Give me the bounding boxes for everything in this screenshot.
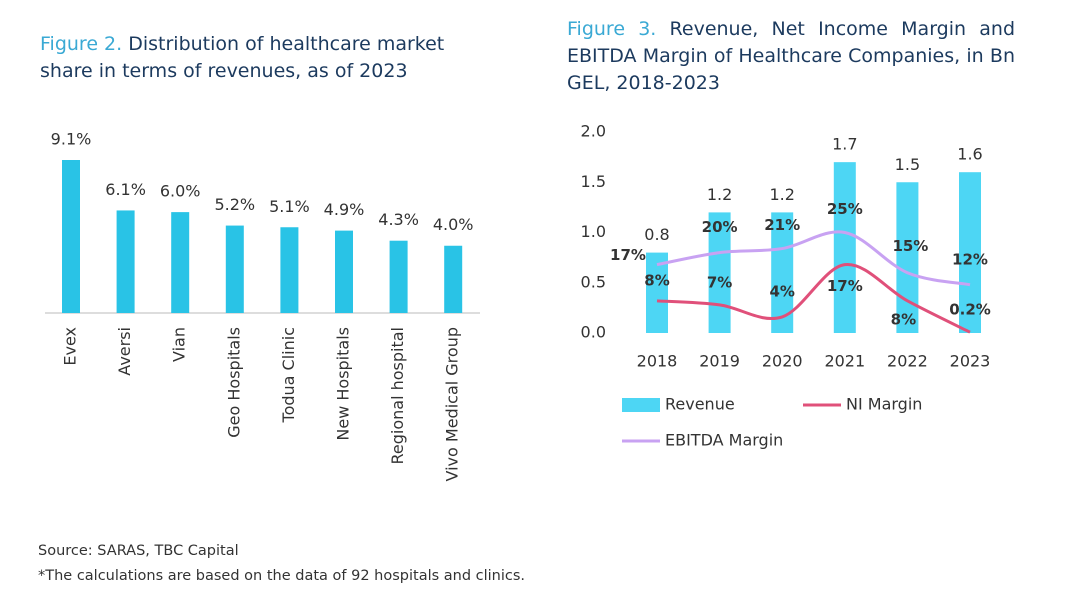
revenue-bar bbox=[771, 212, 794, 333]
revenue-bar bbox=[833, 162, 856, 333]
data-label: 21% bbox=[764, 216, 800, 234]
data-label: 9.1% bbox=[51, 130, 92, 149]
data-label: 0.2% bbox=[949, 301, 991, 319]
figure-label: Figure 2. bbox=[40, 33, 123, 55]
figure-title: Figure 3. Revenue, Net Income Margin and… bbox=[567, 16, 1015, 97]
source: Source: SARAS, TBC Capital bbox=[38, 543, 239, 559]
data-label: 20% bbox=[702, 218, 738, 236]
bar bbox=[335, 230, 353, 313]
x-tick-label: Geo Hospitals bbox=[224, 327, 243, 438]
y-tick-label: 0.0 bbox=[581, 323, 606, 342]
bar bbox=[171, 212, 190, 313]
x-tick-label: New Hospitals bbox=[334, 327, 353, 441]
data-label: 1.6 bbox=[957, 145, 982, 164]
note: *The calculations are based on the data … bbox=[38, 568, 526, 584]
x-tick-label: Regional hospital bbox=[388, 327, 407, 465]
data-label: 4.0% bbox=[433, 215, 474, 234]
legend-label: EBITDA Margin bbox=[665, 431, 783, 450]
data-label: 8% bbox=[644, 271, 669, 289]
revenue-bar bbox=[646, 252, 668, 333]
legend-swatch bbox=[622, 398, 660, 412]
data-label: 25% bbox=[827, 200, 863, 218]
legend-label: Revenue bbox=[665, 395, 735, 414]
x-tick-label: 2020 bbox=[762, 352, 803, 371]
bar bbox=[280, 227, 299, 313]
data-label: 5.2% bbox=[214, 195, 255, 214]
line bbox=[656, 263, 971, 334]
x-tick-label: 2023 bbox=[950, 352, 991, 371]
data-label: 6.0% bbox=[160, 182, 201, 201]
y-tick-label: 1.5 bbox=[581, 172, 606, 191]
x-tick-label: 2022 bbox=[887, 352, 928, 371]
x-tick-label: Evex bbox=[61, 327, 80, 366]
data-label: 17% bbox=[610, 246, 646, 264]
revenue-bar bbox=[896, 182, 919, 333]
data-label: 1.5 bbox=[895, 155, 920, 174]
bar bbox=[116, 210, 135, 313]
x-tick-label: Vian bbox=[170, 327, 189, 362]
x-tick-label: Aversi bbox=[115, 327, 134, 376]
figure-title: Figure 2. Distribution of healthcare mar… bbox=[40, 31, 460, 85]
y-tick-label: 2.0 bbox=[581, 122, 606, 141]
title-text: Revenue, Net Income Margin and EBITDA Ma… bbox=[567, 18, 1016, 94]
x-tick-label: 2018 bbox=[637, 352, 678, 371]
x-tick-label: 2021 bbox=[824, 352, 865, 371]
data-label: 7% bbox=[707, 273, 732, 291]
data-label: 17% bbox=[827, 277, 863, 295]
legend-label: NI Margin bbox=[846, 395, 922, 414]
title-text: Distribution of healthcare market share … bbox=[40, 33, 445, 82]
bar bbox=[225, 225, 244, 313]
y-tick-label: 1.0 bbox=[581, 222, 606, 241]
x-tick-label: 2019 bbox=[699, 352, 740, 371]
data-label: 4.3% bbox=[378, 210, 419, 229]
data-label: 15% bbox=[892, 237, 928, 255]
bar bbox=[62, 160, 80, 313]
revenue-bar bbox=[959, 172, 981, 333]
y-tick-label: 0.5 bbox=[581, 272, 606, 291]
bar bbox=[444, 245, 463, 313]
x-tick-label: Todua Clinic bbox=[279, 327, 298, 423]
line bbox=[656, 230, 971, 287]
data-label: 12% bbox=[952, 250, 988, 268]
figure-label: Figure 3. bbox=[567, 18, 657, 40]
data-label: 5.1% bbox=[269, 197, 310, 216]
data-label: 1.2 bbox=[707, 185, 732, 204]
data-label: 8% bbox=[891, 310, 916, 328]
data-label: 1.7 bbox=[832, 135, 857, 154]
data-label: 6.1% bbox=[105, 180, 146, 199]
data-label: 1.2 bbox=[769, 185, 794, 204]
data-label: 4% bbox=[769, 282, 794, 300]
data-label: 0.8 bbox=[644, 225, 669, 244]
x-tick-label: Vivo Medical Group bbox=[443, 327, 462, 481]
data-label: 4.9% bbox=[324, 200, 365, 219]
bar bbox=[389, 240, 408, 313]
